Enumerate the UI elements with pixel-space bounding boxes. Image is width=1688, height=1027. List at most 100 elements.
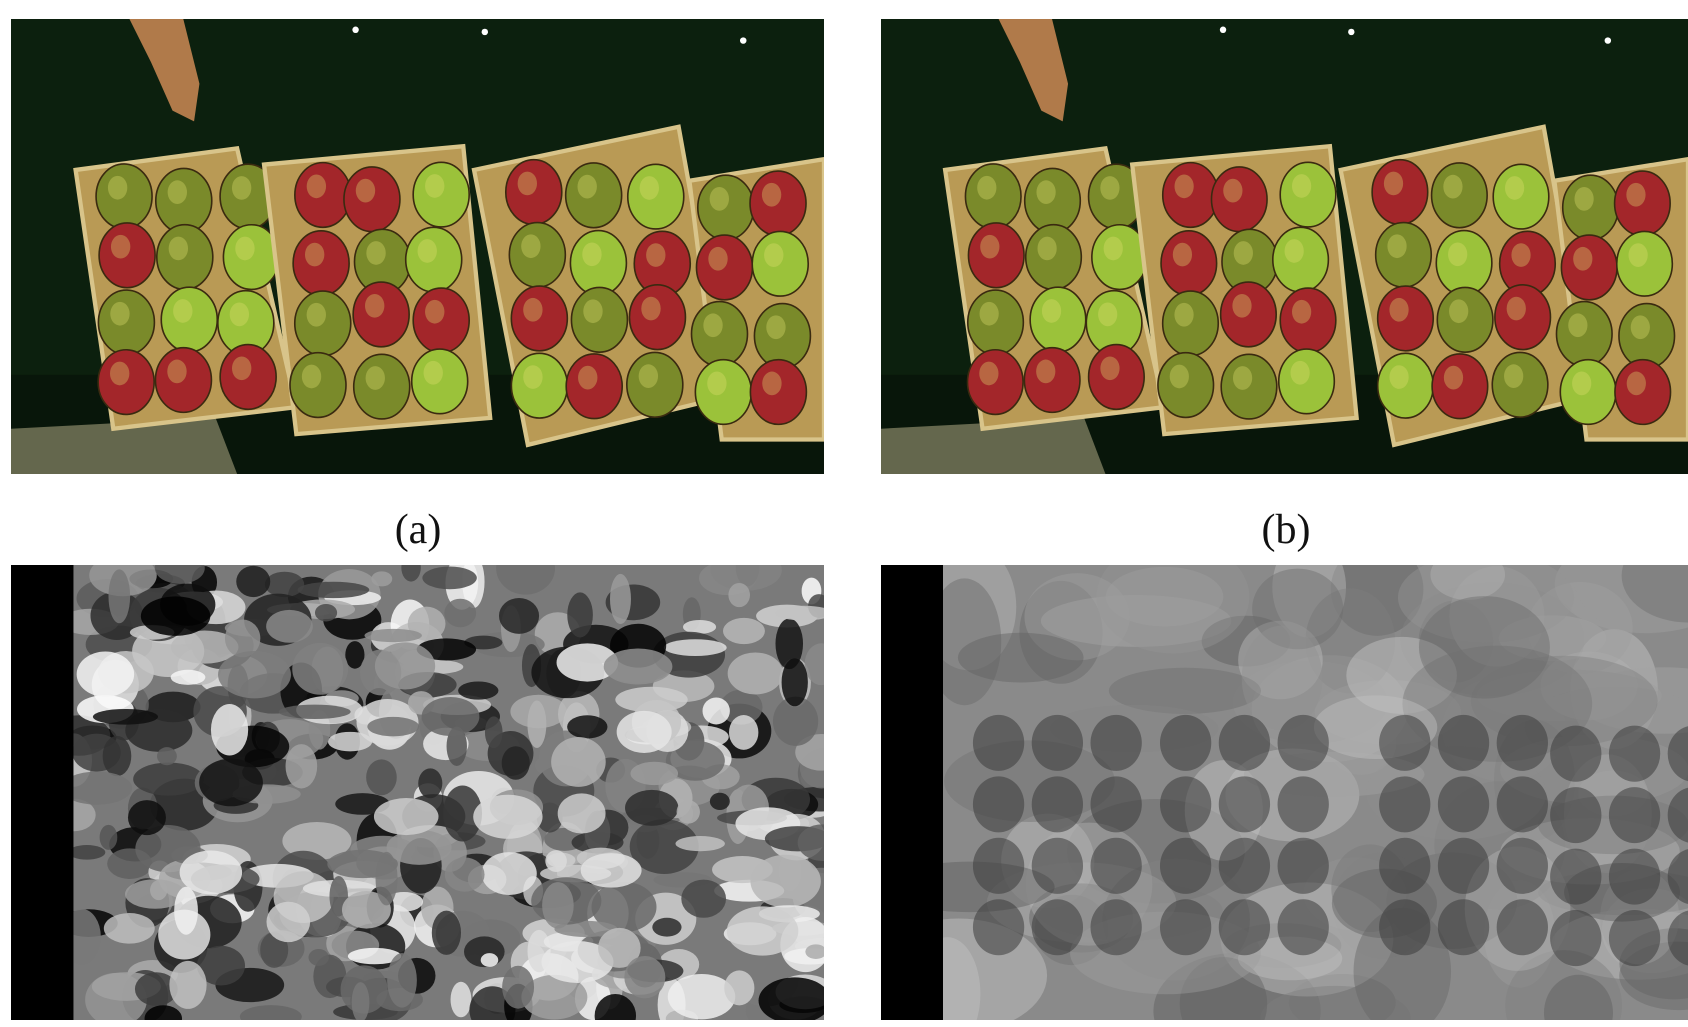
mango-highlight: [1389, 298, 1408, 322]
mango-highlight: [1100, 176, 1119, 200]
mango-highlight: [1573, 247, 1592, 271]
marker-dot: [1348, 29, 1354, 35]
depth-blob: [567, 715, 607, 738]
depth-blob: [157, 747, 177, 765]
mango-highlight: [1234, 241, 1253, 265]
mango-highlight: [578, 366, 597, 390]
mango-depth: [1032, 715, 1083, 771]
mango-highlight: [232, 356, 251, 380]
mango-depth: [1032, 899, 1083, 955]
mango-depth: [1219, 899, 1270, 955]
mango-highlight: [521, 234, 540, 258]
rgb-image-right: [881, 19, 1688, 474]
mango-highlight: [356, 179, 375, 203]
mango-depth: [1219, 838, 1270, 894]
mango-depth: [1550, 726, 1601, 782]
depth-blob: [551, 737, 606, 787]
mango-highlight: [583, 299, 602, 323]
mango-depth: [1090, 776, 1141, 832]
mango-highlight: [766, 315, 785, 339]
mango-highlight: [582, 242, 601, 266]
depth-blob: [481, 953, 499, 967]
depth-blob: [668, 974, 736, 1019]
mango-highlight: [169, 237, 188, 261]
mango-highlight: [708, 247, 727, 271]
depth-blob: [729, 715, 758, 750]
mango-highlight: [366, 366, 385, 390]
mango-highlight: [1104, 237, 1123, 261]
mango-depth: [1497, 899, 1548, 955]
mango-highlight: [703, 313, 722, 337]
depth-blob: [128, 800, 166, 835]
panel-caption: (b): [1136, 506, 1436, 554]
depth-blob: [211, 704, 248, 755]
depth-blob: [387, 953, 417, 1007]
mango-depth: [1278, 715, 1329, 771]
depth-blob: [527, 701, 546, 748]
depth-blob: [710, 793, 730, 810]
mango-depth: [1497, 715, 1548, 771]
depth-blob: [485, 716, 503, 748]
mango-depth: [1497, 838, 1548, 894]
mango-depth: [1278, 838, 1329, 894]
mango-depth: [1609, 787, 1660, 843]
depth-blob: [652, 918, 681, 937]
depth-blob: [266, 902, 310, 942]
depth-blob: [728, 652, 783, 694]
mango-highlight: [1233, 366, 1252, 390]
depth-blob: [292, 643, 348, 695]
mango-highlight: [639, 364, 658, 388]
depth-blob: [199, 759, 263, 807]
depth-blob: [624, 956, 665, 998]
depth-blob: [371, 571, 392, 586]
depth-blob: [473, 795, 542, 839]
mango-highlight: [523, 298, 542, 322]
mango-highlight: [232, 176, 251, 200]
invalid-strip: [11, 565, 73, 1020]
depth-blob: [298, 582, 370, 598]
mango-depth: [1550, 787, 1601, 843]
mango-highlight: [235, 237, 254, 261]
mango-highlight: [707, 372, 726, 396]
mango-highlight: [425, 300, 444, 324]
depth-blob: [676, 836, 725, 851]
mango-highlight: [425, 174, 444, 198]
mango-depth: [1219, 776, 1270, 832]
mango-depth: [1032, 776, 1083, 832]
mango-depth: [1379, 715, 1430, 771]
depth-blob: [279, 705, 351, 719]
depth-blob: [171, 670, 206, 685]
mango-highlight: [1443, 175, 1462, 199]
mango-highlight: [1444, 366, 1463, 390]
mango-highlight: [305, 243, 324, 267]
depth-blob: [482, 852, 537, 895]
rgb-image-left: [11, 19, 824, 474]
depth-blob: [133, 763, 204, 796]
depth-blob: [174, 887, 198, 935]
mango-highlight: [167, 360, 186, 384]
mango-depth: [1032, 838, 1083, 894]
depth-blob: [422, 697, 480, 736]
mango-depth: [1609, 910, 1660, 966]
mango-highlight: [307, 303, 326, 327]
depth-blob: [502, 966, 534, 1009]
mango-highlight: [1174, 303, 1193, 327]
figure-page: (a) (b) (() => { const data = JSON.parse…: [0, 0, 1688, 1027]
mango-highlight: [1505, 176, 1524, 200]
mango-highlight: [230, 303, 249, 327]
marker-dot: [482, 29, 488, 35]
mango-highlight: [1507, 297, 1526, 321]
mango-highlight: [1285, 239, 1304, 263]
mango-highlight: [641, 297, 660, 321]
depth-blob: [367, 717, 419, 737]
mango-depth: [1609, 726, 1660, 782]
depth-blob: [376, 852, 398, 905]
mango-highlight: [1223, 179, 1242, 203]
depth-blob: [169, 961, 206, 1009]
depth-blob: [558, 793, 606, 833]
depth-blob: [366, 759, 397, 795]
mango-highlight: [1232, 294, 1251, 318]
mango-highlight: [1448, 242, 1467, 266]
mango-highlight: [1389, 365, 1408, 389]
mango-highlight: [980, 235, 999, 259]
